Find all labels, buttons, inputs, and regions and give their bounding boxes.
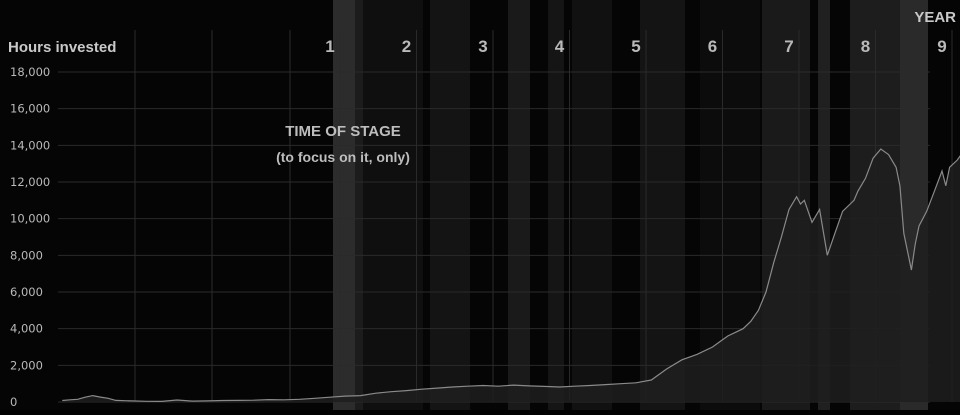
y-tick-label: 18,000 — [10, 65, 50, 79]
stage-band — [572, 0, 612, 410]
y-tick-label: 6,000 — [10, 285, 43, 299]
y-tick-label: 14,000 — [10, 138, 50, 152]
stage-band — [640, 0, 685, 410]
stage-band — [548, 0, 564, 410]
x-axis-top-title: YEAR — [914, 9, 956, 26]
year-label: 4 — [555, 37, 565, 56]
year-label: 6 — [708, 37, 717, 56]
series-layer — [62, 148, 960, 403]
year-label: 5 — [631, 37, 640, 56]
year-label: 7 — [784, 37, 793, 56]
y-tick-label: 16,000 — [10, 102, 50, 116]
y-tick-label: 0 — [10, 395, 17, 409]
annotation-line-1: TIME OF STAGE — [285, 123, 401, 140]
year-label: 9 — [937, 37, 946, 56]
y-tick-label: 12,000 — [10, 175, 50, 189]
stage-band — [333, 0, 355, 410]
stage-band — [508, 0, 530, 410]
y-tick-label: 10,000 — [10, 212, 50, 226]
year-label: 1 — [325, 37, 334, 56]
y-tick-label: 8,000 — [10, 248, 43, 262]
labels-layer: 0 2,000 4,000 6,000 8,000 10,000 12,000 14,000 1… — [10, 37, 947, 409]
annotation-line-2: (to focus on it, only) — [276, 149, 410, 165]
stage-band — [430, 0, 470, 410]
stage-band — [355, 0, 363, 410]
y-tick-label: 4,000 — [10, 322, 43, 336]
y-axis-title: Hours invested — [8, 39, 116, 56]
year-label: 2 — [402, 37, 411, 56]
series-area — [62, 149, 960, 402]
series-line — [62, 148, 960, 403]
stage-band — [363, 0, 423, 410]
year-label: 8 — [861, 37, 870, 56]
y-tick-label: 2,000 — [10, 358, 43, 372]
year-label: 3 — [478, 37, 487, 56]
